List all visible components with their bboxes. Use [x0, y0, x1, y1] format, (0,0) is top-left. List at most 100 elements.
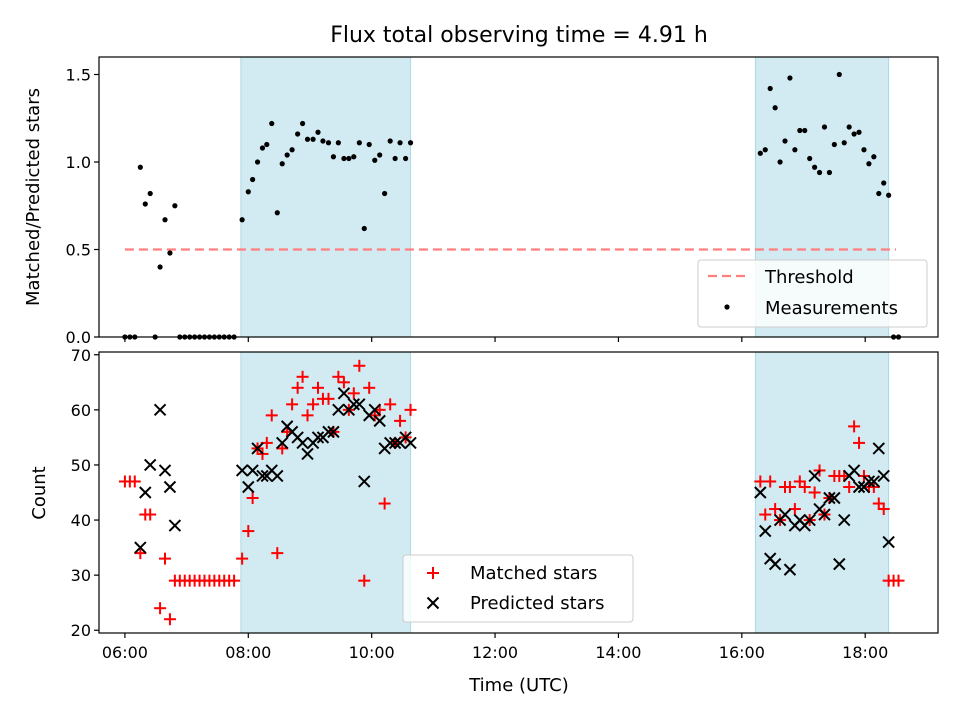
- matched-star-point: [759, 508, 772, 521]
- bottom-x-tick-label: 06:00: [102, 643, 148, 662]
- predicted-star-point: [143, 458, 157, 472]
- measurement-point: [777, 159, 783, 165]
- matched-star-point: [286, 398, 299, 411]
- matched-star-point: [363, 381, 376, 394]
- measurement-point: [279, 161, 285, 167]
- measurement-point: [245, 189, 251, 195]
- bottom-x-ticks: 06:00 08:00 10:00 12:00 14:00 16:00 18:00: [102, 633, 888, 662]
- measurement-point: [792, 147, 798, 153]
- bottom-x-tick-label: 18:00: [842, 643, 888, 662]
- predicted-star-point: [347, 398, 360, 411]
- measurement-point: [866, 161, 872, 167]
- predicted-star-point: [327, 425, 340, 439]
- measurement-point: [361, 225, 367, 232]
- bottom-y-tick-label: 70: [71, 346, 91, 365]
- measurement-point: [836, 71, 842, 78]
- bottom-y-tick-label: 20: [71, 621, 91, 640]
- predicted-star-point: [828, 491, 841, 505]
- predicted-star-point: [882, 535, 895, 549]
- top-y-axis-label: Matched/Predicted stars: [23, 88, 44, 306]
- chart-title: Flux total observing time = 4.91 h: [330, 23, 708, 48]
- bottom-y-tick-label: 60: [71, 401, 91, 420]
- matched-star-point: [853, 436, 866, 449]
- measurement-point: [320, 138, 326, 144]
- matched-star-point: [228, 574, 241, 587]
- measurement-point: [871, 154, 877, 160]
- predicted-star-point: [337, 387, 351, 400]
- top-axes-frame: [98, 56, 939, 338]
- measurement-point: [157, 264, 163, 270]
- measurement-point: [812, 164, 818, 170]
- bottom-legend: Matched stars Predicted stars: [402, 554, 634, 623]
- bottom-y-ticks: 20 30 40 50 60 70: [71, 346, 99, 640]
- bottom-y-tick-label: 50: [71, 456, 91, 475]
- bottom-x-tick-label: 12:00: [472, 643, 518, 662]
- measurement-point: [767, 85, 773, 92]
- matched-star-point: [788, 503, 801, 516]
- measurement-point: [325, 140, 332, 146]
- predicted-star-point: [296, 436, 309, 450]
- measurement-point: [356, 140, 362, 146]
- matched-star-point: [276, 442, 289, 455]
- measurement-point: [782, 138, 788, 144]
- shaded-region: [240, 351, 412, 634]
- measurement-point: [289, 147, 295, 153]
- matched-star-point: [384, 398, 397, 411]
- shaded-region: [754, 351, 890, 634]
- predicted-star-point: [808, 469, 821, 483]
- predicted-star-point: [872, 442, 885, 455]
- matched-star-point: [159, 552, 172, 565]
- measurement-point: [403, 155, 409, 162]
- predicted-star-point: [332, 403, 345, 417]
- matched-star-point: [271, 547, 284, 560]
- bottom-x-tick-label: 16:00: [719, 643, 765, 662]
- measurement-point: [881, 180, 887, 186]
- predicted-star-point: [754, 486, 767, 499]
- measurement-point: [366, 141, 372, 148]
- matched-star-point: [296, 370, 309, 383]
- matched-star-point: [291, 381, 304, 394]
- measurement-point: [387, 138, 393, 144]
- predicted-star-point: [818, 508, 831, 521]
- matched-star-point: [848, 420, 861, 433]
- matched-star-point: [144, 508, 157, 521]
- predicted-star-point: [838, 513, 851, 527]
- top-y-tick-label: 0.5: [66, 241, 91, 260]
- measurement-point: [167, 250, 173, 256]
- predicted-star-point: [862, 475, 876, 488]
- matched-star-point: [128, 475, 141, 488]
- predicted-star-point: [759, 524, 772, 538]
- predicted-star-point: [803, 513, 816, 527]
- measurement-point: [831, 141, 837, 148]
- measurement-point: [341, 155, 347, 162]
- measurement-point: [264, 141, 270, 148]
- measurement-point: [254, 159, 261, 165]
- measurement-point: [846, 124, 852, 130]
- matched-star-point: [322, 392, 335, 405]
- matched-star-point: [877, 503, 890, 516]
- legend-matched-marker: [427, 567, 439, 579]
- matched-star-point: [764, 475, 777, 488]
- measurement-point: [382, 190, 388, 197]
- measurement-point: [172, 203, 178, 209]
- legend-threshold-label: Threshold: [764, 267, 854, 288]
- predicted-star-point: [311, 431, 325, 444]
- predicted-star-point: [242, 480, 255, 494]
- measurement-point: [802, 127, 808, 134]
- matched-star-point: [301, 409, 314, 422]
- predicted-star-point: [158, 464, 172, 477]
- measurement-point: [269, 120, 275, 127]
- matched-star-point: [892, 574, 905, 587]
- measurement-point: [330, 154, 337, 160]
- measurement-point: [841, 140, 847, 146]
- matched-star-point: [769, 503, 782, 516]
- bottom-y-axis-label: Count: [29, 466, 50, 519]
- measurement-point: [876, 190, 882, 197]
- measurement-point: [239, 217, 245, 223]
- matched-star-point: [154, 602, 167, 615]
- predicted-star-point: [168, 519, 182, 532]
- measurement-point: [397, 140, 403, 146]
- predicted-star-point: [251, 442, 264, 455]
- measurement-point: [816, 169, 823, 176]
- matched-star-point: [242, 525, 255, 538]
